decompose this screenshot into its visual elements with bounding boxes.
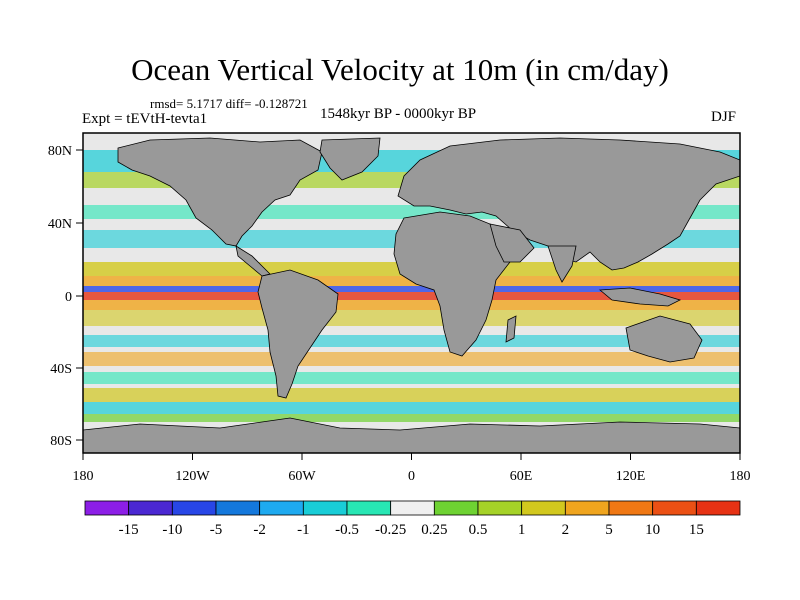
land-north-america bbox=[117, 137, 323, 247]
lon-label: 120E bbox=[616, 469, 646, 484]
ocean-band bbox=[83, 372, 740, 384]
land-south-america bbox=[257, 269, 339, 399]
ocean-band bbox=[83, 310, 740, 326]
colorbar-swatch bbox=[477, 500, 523, 516]
ocean-band bbox=[83, 300, 740, 310]
colorbar-label: -2 bbox=[253, 522, 266, 538]
colorbar-swatch bbox=[128, 500, 173, 516]
land-antarctica bbox=[83, 417, 740, 453]
ocean-band bbox=[83, 292, 740, 300]
land-arabia bbox=[489, 223, 535, 263]
land-madagascar bbox=[505, 315, 517, 343]
land-australia bbox=[625, 315, 703, 363]
colorbar-swatch bbox=[346, 500, 392, 516]
lat-ticks bbox=[76, 149, 83, 441]
lat-label: 40N bbox=[48, 217, 72, 232]
lon-label: 60W bbox=[288, 469, 316, 484]
colorbar-label: 2 bbox=[562, 522, 570, 538]
colorbar-swatch bbox=[695, 500, 741, 516]
colorbar-label: -5 bbox=[210, 522, 223, 538]
lon-label: 60E bbox=[510, 469, 533, 484]
colorbar-swatch bbox=[652, 500, 697, 516]
ocean-band bbox=[83, 352, 740, 366]
colorbar-swatch bbox=[302, 500, 348, 516]
experiment-label: Expt = tEVtH-tevta1 bbox=[82, 111, 208, 127]
lat-label: 80S bbox=[50, 434, 72, 449]
colorbar-label: 0.5 bbox=[469, 522, 488, 538]
colorbar-swatch bbox=[390, 500, 435, 516]
colorbar-label: 10 bbox=[645, 522, 660, 538]
lon-label: 180 bbox=[730, 469, 751, 484]
ocean-band bbox=[83, 335, 740, 347]
map-area bbox=[83, 133, 740, 453]
ocean-band bbox=[83, 402, 740, 414]
lat-label: 80N bbox=[48, 144, 72, 159]
lat-label: 40S bbox=[50, 362, 72, 377]
lat-labels: 80N 40N 0 40S 80S bbox=[48, 144, 72, 449]
colorbar-label: 5 bbox=[605, 522, 613, 538]
colorbar-swatch bbox=[84, 500, 130, 516]
colorbar-label: -0.25 bbox=[375, 522, 406, 538]
lon-label: 120W bbox=[175, 469, 210, 484]
lon-label: 180 bbox=[73, 469, 94, 484]
colorbar-swatch bbox=[215, 500, 261, 516]
season-label: DJF bbox=[711, 109, 737, 125]
colorbar-swatch bbox=[171, 500, 217, 516]
lon-labels: 180 120W 60W 0 60E 120E 180 bbox=[73, 469, 751, 484]
colorbar-label: 0.25 bbox=[421, 522, 447, 538]
colorbar-swatch bbox=[521, 500, 566, 516]
colorbar-swatch bbox=[608, 500, 654, 516]
colorbar-label: 15 bbox=[689, 522, 704, 538]
period-label: 1548kyr BP - 0000kyr BP bbox=[320, 106, 477, 122]
land-greenland bbox=[319, 137, 381, 181]
colorbar-label: -0.5 bbox=[335, 522, 359, 538]
colorbar-swatch bbox=[433, 500, 479, 516]
ocean-band bbox=[83, 388, 740, 402]
colorbar: -15 -10 -5 -2 -1 -0.5 -0.25 0.25 0.5 1 2 5 10 15 bbox=[84, 500, 741, 538]
colorbar-label: 1 bbox=[518, 522, 526, 538]
lon-ticks bbox=[82, 453, 741, 460]
land-eurasia bbox=[397, 137, 740, 271]
stats-label: rmsd= 5.1717 diff= -0.128721 bbox=[150, 96, 308, 111]
lat-label: 0 bbox=[65, 290, 72, 305]
colorbar-swatch bbox=[259, 500, 304, 516]
ocean-band bbox=[83, 286, 740, 292]
land-indonesia bbox=[598, 287, 682, 307]
ocean-band bbox=[83, 414, 740, 422]
colorbar-swatch bbox=[564, 500, 610, 516]
colorbar-label: -1 bbox=[297, 522, 310, 538]
land-india bbox=[547, 245, 577, 283]
land-masses bbox=[83, 137, 740, 453]
map-title: Ocean Vertical Velocity at 10m (in cm/da… bbox=[131, 52, 669, 87]
lon-label: 0 bbox=[408, 469, 415, 484]
colorbar-label: -10 bbox=[162, 522, 182, 538]
colorbar-label: -15 bbox=[119, 522, 139, 538]
